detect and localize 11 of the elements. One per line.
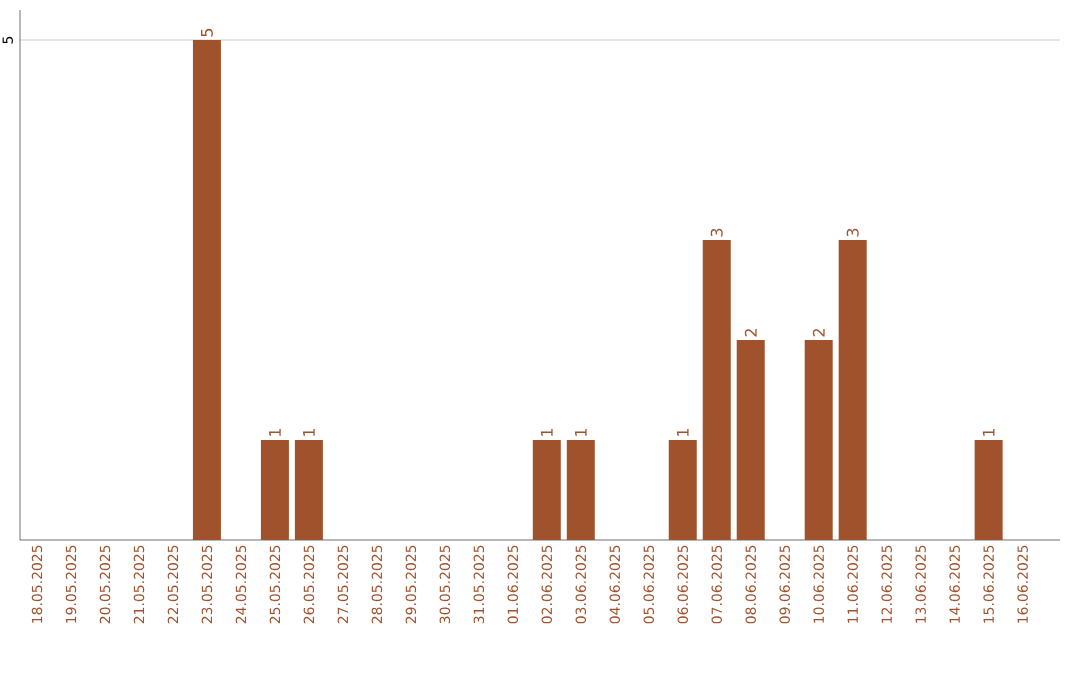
bar [668, 440, 697, 540]
bar [736, 340, 765, 540]
bar [532, 440, 561, 540]
bar [294, 440, 323, 540]
bar [838, 240, 867, 540]
bar [566, 440, 595, 540]
bar [192, 40, 221, 540]
bar [804, 340, 833, 540]
bar [702, 240, 731, 540]
bar [974, 440, 1003, 540]
bar [260, 440, 289, 540]
